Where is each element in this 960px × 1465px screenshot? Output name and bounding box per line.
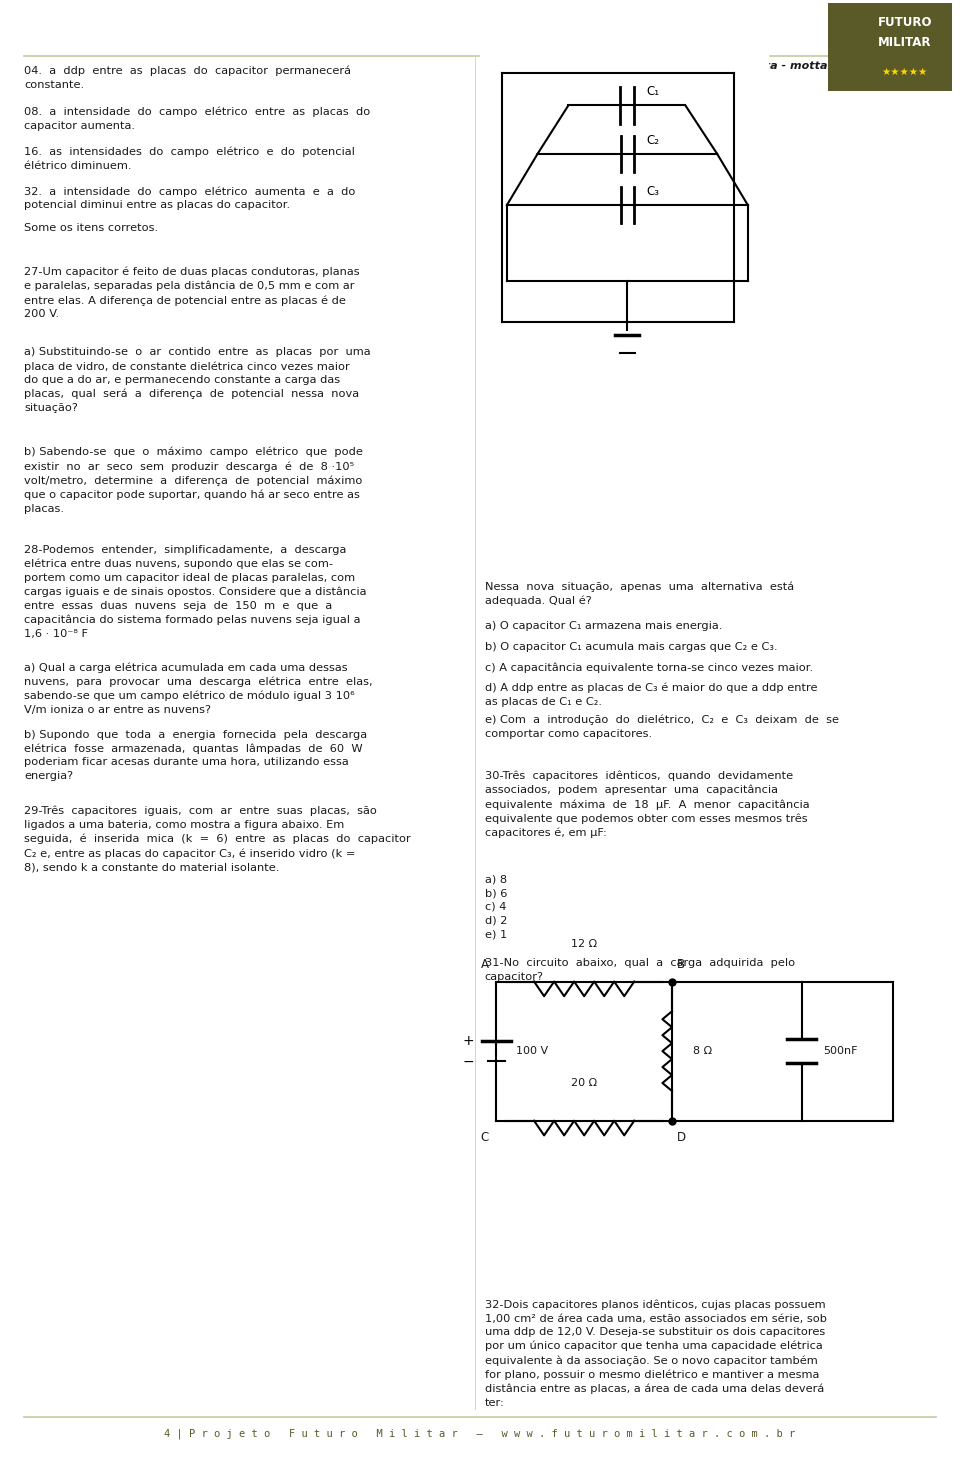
Text: 32.  a  intensidade  do  campo  elétrico  aumenta  e  a  do
potencial diminui en: 32. a intensidade do campo elétrico aume… <box>24 186 355 209</box>
Text: 08.  a  intensidade  do  campo  elétrico  entre  as  placas  do
capacitor aument: 08. a intensidade do campo elétrico entr… <box>24 107 371 130</box>
Text: c) A capacitância equivalente torna-se cinco vezes maior.: c) A capacitância equivalente torna-se c… <box>485 662 813 672</box>
Text: 04.  a  ddp  entre  as  placas  do  capacitor  permanecerá
constante.: 04. a ddp entre as placas do capacitor p… <box>24 66 351 89</box>
Text: b) Sabendo-se  que  o  máximo  campo  elétrico  que  pode
existir  no  ar  seco : b) Sabendo-se que o máximo campo elétric… <box>24 447 363 514</box>
Text: 32-Dois capacitores planos idênticos, cujas placas possuem
1,00 cm² de área cada: 32-Dois capacitores planos idênticos, cu… <box>485 1299 827 1408</box>
Text: C: C <box>480 1131 489 1144</box>
Text: 16.  as  intensidades  do  campo  elétrico  e  do  potencial
élétrico diminuem.: 16. as intensidades do campo elétrico e … <box>24 146 355 170</box>
Text: 8 Ω: 8 Ω <box>693 1046 712 1056</box>
Text: e) Com  a  introdução  do  dielétrico,  C₂  e  C₃  deixam  de  se
comportar como: e) Com a introdução do dielétrico, C₂ e … <box>485 715 839 738</box>
Text: D: D <box>677 1131 686 1144</box>
Text: a) Substituindo-se  o  ar  contido  entre  as  placas  por  uma
placa de vidro, : a) Substituindo-se o ar contido entre as… <box>24 347 371 413</box>
Text: FUTURO: FUTURO <box>877 16 932 29</box>
Text: b) O capacitor C₁ acumula mais cargas que C₂ e C₃.: b) O capacitor C₁ acumula mais cargas qu… <box>485 642 778 652</box>
Text: Prof. André Motta - mottabip@hotmail.com: Prof. André Motta - mottabip@hotmail.com <box>665 60 936 70</box>
Text: 20 Ω: 20 Ω <box>571 1078 597 1088</box>
Text: −: − <box>463 1055 474 1068</box>
Text: 31-No  circuito  abaixo,  qual  a  carga  adquirida  pelo
capacitor?: 31-No circuito abaixo, qual a carga adqu… <box>485 958 795 982</box>
Text: Nessa  nova  situação,  apenas  uma  alternativa  está
adequada. Qual é?: Nessa nova situação, apenas uma alternat… <box>485 582 794 607</box>
Text: a) Qual a carga elétrica acumulada em cada uma dessas
nuvens,  para  provocar  u: a) Qual a carga elétrica acumulada em ca… <box>24 662 372 715</box>
Polygon shape <box>480 44 768 359</box>
Text: C₃: C₃ <box>647 185 660 198</box>
Text: C₂: C₂ <box>647 133 660 146</box>
Text: +: + <box>463 1034 474 1047</box>
Text: 27-Um capacitor é feito de duas placas condutoras, planas
e paralelas, separadas: 27-Um capacitor é feito de duas placas c… <box>24 267 360 319</box>
Text: A: A <box>481 958 489 971</box>
Text: 28-Podemos  entender,  simplificadamente,  a  descarga
elétrica entre duas nuven: 28-Podemos entender, simplificadamente, … <box>24 545 367 639</box>
Text: 4 | P r o j e t o   F u t u r o   M i l i t a r   –   w w w . f u t u r o m i l : 4 | P r o j e t o F u t u r o M i l i t … <box>164 1428 796 1439</box>
Text: 12 Ω: 12 Ω <box>571 939 597 949</box>
Text: B: B <box>677 958 684 971</box>
Text: a) O capacitor C₁ armazena mais energia.: a) O capacitor C₁ armazena mais energia. <box>485 621 722 631</box>
Text: MILITAR: MILITAR <box>878 37 931 48</box>
Text: a) 8
b) 6
c) 4
d) 2
e) 1: a) 8 b) 6 c) 4 d) 2 e) 1 <box>485 875 507 939</box>
FancyBboxPatch shape <box>828 3 952 91</box>
Text: b) Supondo  que  toda  a  energia  fornecida  pela  descarga
elétrica  fosse  ar: b) Supondo que toda a energia fornecida … <box>24 730 367 781</box>
Text: ★★★★★: ★★★★★ <box>882 66 928 76</box>
Text: 500nF: 500nF <box>824 1046 858 1056</box>
Text: 29-Três  capacitores  iguais,  com  ar  entre  suas  placas,  são
ligados a uma : 29-Três capacitores iguais, com ar entre… <box>24 806 411 872</box>
Text: 100 V: 100 V <box>516 1046 547 1056</box>
Text: 30-Três  capacitores  idênticos,  quando  devidamente
associados,  podem  aprese: 30-Três capacitores idênticos, quando de… <box>485 771 809 838</box>
Text: d) A ddp entre as placas de C₃ é maior do que a ddp entre
as placas de C₁ e C₂.: d) A ddp entre as placas de C₃ é maior d… <box>485 683 817 706</box>
Text: C₁: C₁ <box>646 85 660 98</box>
Text: Some os itens corretos.: Some os itens corretos. <box>24 223 158 233</box>
